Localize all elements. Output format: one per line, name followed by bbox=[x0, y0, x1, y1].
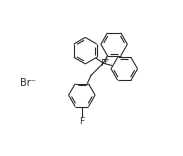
Text: F: F bbox=[79, 117, 84, 126]
Text: Br⁻: Br⁻ bbox=[20, 78, 36, 88]
Text: P: P bbox=[100, 59, 105, 68]
Text: +: + bbox=[103, 57, 109, 63]
